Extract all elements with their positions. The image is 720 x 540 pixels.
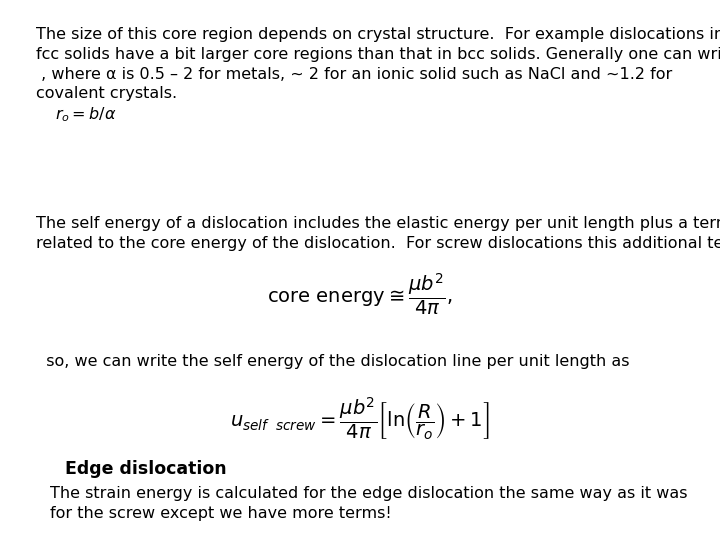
Text: The self energy of a dislocation includes the elastic energy per unit length plu: The self energy of a dislocation include…	[36, 216, 720, 251]
Text: $\mathrm{core\ energy} \cong \dfrac{\mu b^2}{4\pi},$: $\mathrm{core\ energy} \cong \dfrac{\mu …	[267, 271, 453, 318]
Text: The strain energy is calculated for the edge dislocation the same way as it was
: The strain energy is calculated for the …	[50, 486, 688, 521]
Text: Edge dislocation: Edge dislocation	[65, 460, 226, 478]
Text: so, we can write the self energy of the dislocation line per unit length as: so, we can write the self energy of the …	[36, 354, 629, 369]
Text: $r_o = b/\alpha$: $r_o = b/\alpha$	[55, 106, 117, 124]
Text: $u_{self\ \ screw} = \dfrac{\mu b^2}{4\pi} \left[ \ln\!\left(\dfrac{R}{r_o}\righ: $u_{self\ \ screw} = \dfrac{\mu b^2}{4\p…	[230, 395, 490, 442]
Text: The size of this core region depends on crystal structure.  For example dislocat: The size of this core region depends on …	[36, 27, 720, 102]
